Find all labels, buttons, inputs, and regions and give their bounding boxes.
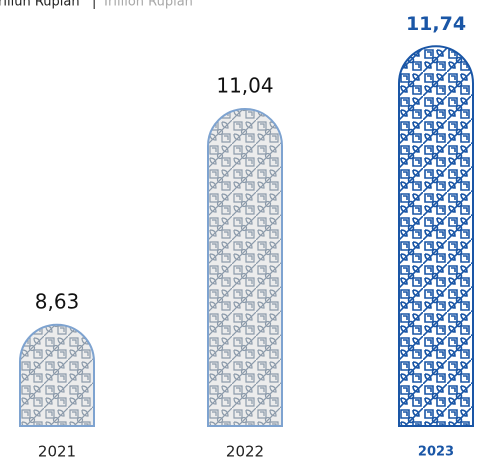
unit-label-en: Trillion Rupiah xyxy=(101,0,193,10)
value-label: 11,04 xyxy=(216,73,273,97)
unit-label: Triliun Rupiah xyxy=(0,0,80,10)
separator: | xyxy=(92,0,96,10)
bar xyxy=(399,46,473,426)
x-tick-label: 2023 xyxy=(418,445,454,460)
value-label: 11,74 xyxy=(406,13,466,35)
bar xyxy=(20,325,94,426)
x-tick-label: 2022 xyxy=(226,443,264,461)
x-tick-label: 2021 xyxy=(38,443,76,461)
bar xyxy=(208,109,282,426)
chart: Triliun Rupiah | Trillion Rupiah 8,63 202… xyxy=(0,0,477,468)
value-label: 8,63 xyxy=(35,289,80,313)
